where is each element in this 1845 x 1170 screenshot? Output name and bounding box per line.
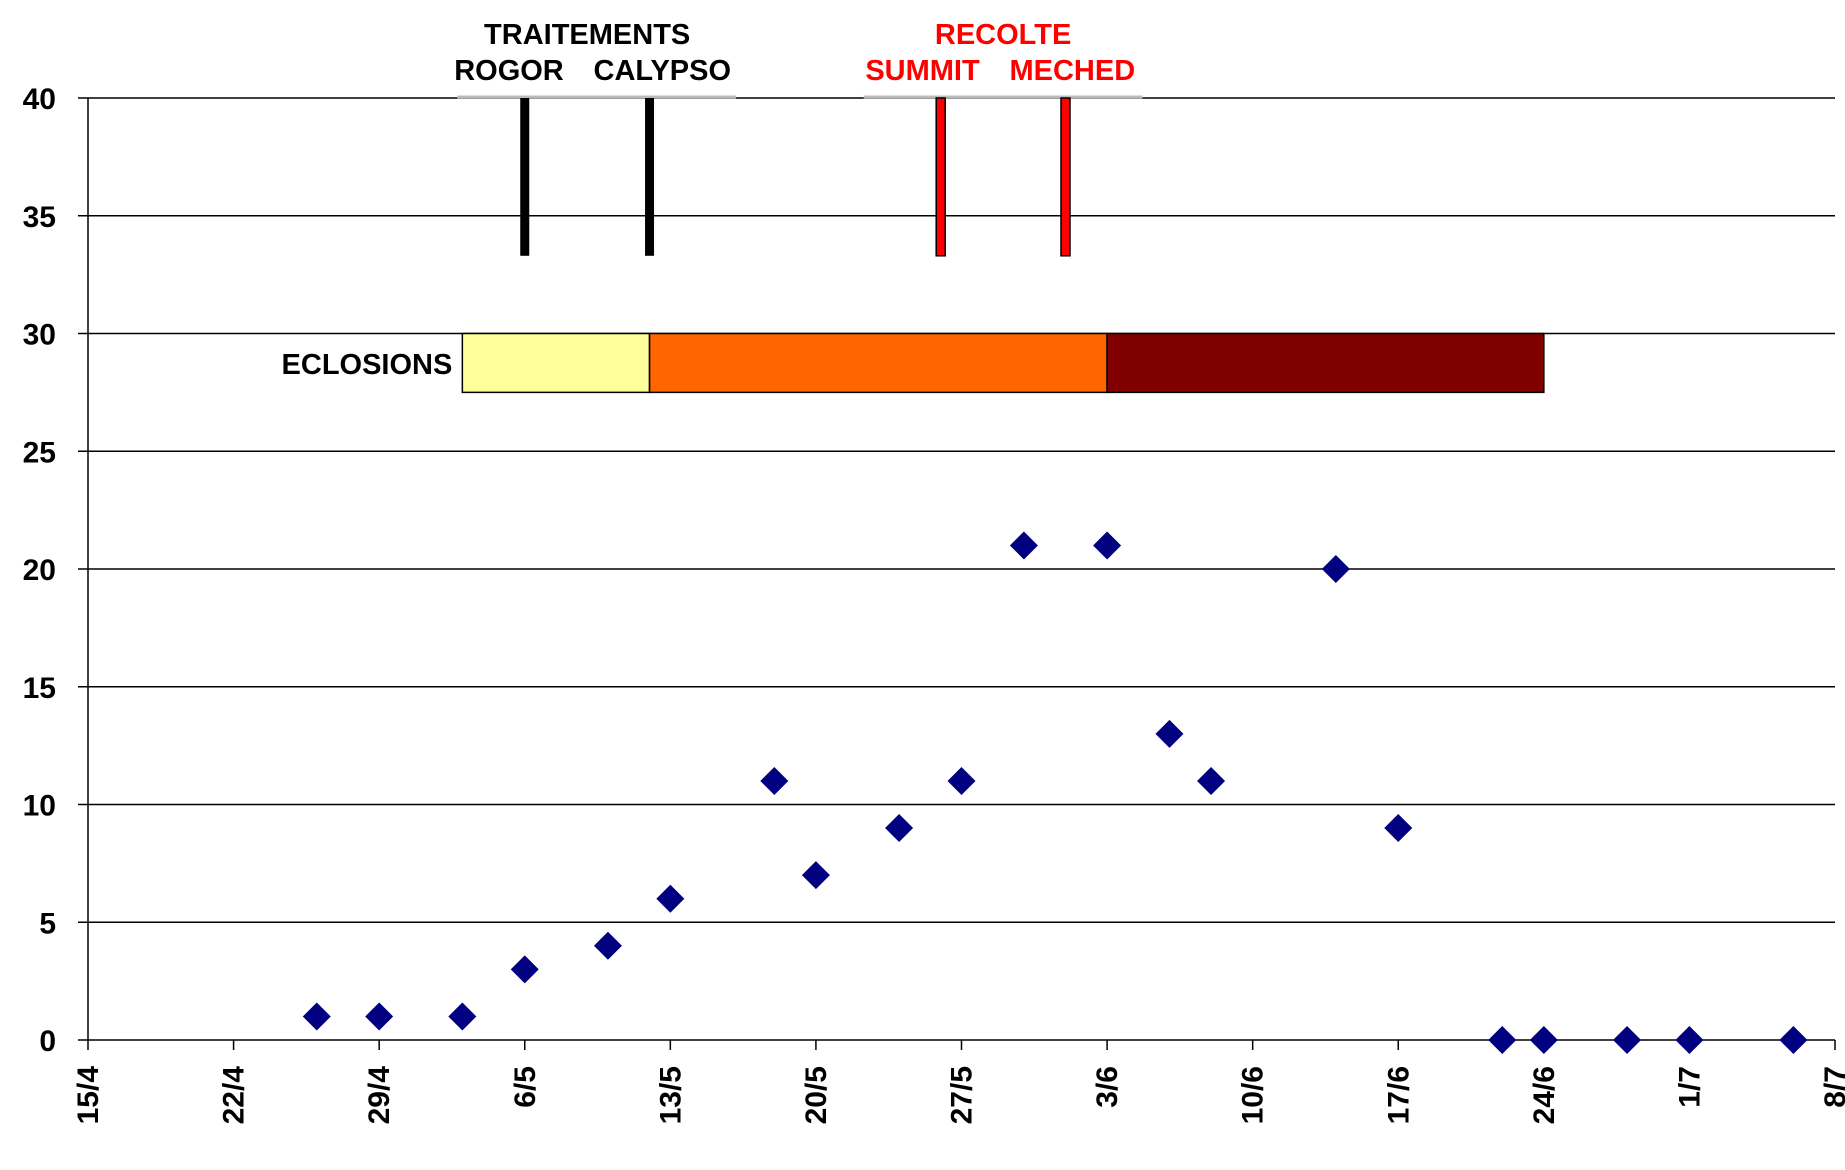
- y-tick-label: 20: [23, 554, 56, 587]
- x-tick-label: 8/7: [1819, 1066, 1845, 1108]
- harvest-title: RECOLTE: [935, 19, 1071, 51]
- data-point-21: [1779, 1026, 1808, 1054]
- eclosions-segment-2: [648, 332, 1108, 394]
- treatments-event-label: CALYPSO: [594, 55, 732, 87]
- harvest-line-meched: [1060, 97, 1071, 257]
- data-point-1: [302, 1002, 331, 1031]
- data-point-18: [1529, 1026, 1558, 1054]
- data-point-9: [885, 814, 914, 843]
- data-point-13: [1155, 719, 1184, 748]
- eclosions-label: ECLOSIONS: [282, 349, 453, 381]
- data-point-17: [1488, 1026, 1517, 1054]
- x-tick-label: 29/4: [363, 1066, 396, 1125]
- x-tick-label: 10/6: [1237, 1066, 1270, 1124]
- data-point-19: [1613, 1026, 1642, 1054]
- x-tick-label: 27/5: [946, 1066, 979, 1124]
- data-point-3: [448, 1002, 477, 1031]
- data-point-7: [760, 766, 789, 795]
- x-tick-label: 15/4: [72, 1066, 105, 1125]
- y-tick-label: 10: [23, 790, 56, 823]
- x-tick-label: 6/5: [509, 1066, 542, 1108]
- harvest-event-label: SUMMIT: [865, 55, 980, 87]
- y-tick-label: 5: [39, 907, 56, 940]
- data-points: [302, 531, 1808, 1054]
- treatments-line-calypso: [645, 98, 655, 256]
- x-tick-label: 13/5: [654, 1066, 687, 1124]
- axes: [78, 97, 1836, 1050]
- x-tick-label: 24/6: [1528, 1066, 1561, 1124]
- event-annotations: ROGOR CALYPSO TRAITEMENTS SUMMIT MECHED RECOL…: [454, 19, 1143, 257]
- harvest-line-summit: [935, 97, 946, 257]
- x-tick-label: 3/6: [1091, 1066, 1124, 1108]
- data-point-15: [1321, 555, 1350, 583]
- treatments-title: TRAITEMENTS: [484, 19, 690, 51]
- x-tick-labels: 15/4 22/4 29/4 6/5 13/5 20/5 27/5 3/6 10/6 17/6 24…: [72, 1066, 1845, 1125]
- data-point-5: [593, 931, 622, 960]
- x-tick-label: 20/5: [800, 1066, 833, 1124]
- data-point-2: [365, 1002, 394, 1031]
- y-tick-label: 30: [23, 319, 56, 352]
- data-point-4: [510, 955, 539, 984]
- x-tick-label: 22/4: [218, 1066, 251, 1125]
- y-tick-label: 25: [23, 436, 56, 469]
- data-point-20: [1675, 1026, 1704, 1054]
- y-tick-labels: 0 5 10 15 20 25 30 35 40: [23, 83, 56, 1058]
- eclosions-bar: ECLOSIONS: [282, 332, 1545, 394]
- treatments-event-label: ROGOR: [454, 55, 564, 87]
- eclosions-segment-3: [1106, 332, 1545, 394]
- treatments-line-rogor: [520, 98, 530, 256]
- y-tick-label: 40: [23, 83, 56, 116]
- harvest-event-label: MECHED: [1009, 55, 1135, 87]
- gridlines: [88, 97, 1835, 923]
- eclosions-segment-1: [461, 332, 651, 394]
- y-tick-label: 15: [23, 672, 56, 705]
- data-point-11: [1009, 531, 1038, 560]
- data-point-12: [1093, 531, 1122, 560]
- data-point-8: [801, 861, 830, 890]
- data-point-6: [656, 884, 685, 913]
- data-point-14: [1197, 766, 1226, 795]
- y-tick-label: 0: [39, 1025, 56, 1058]
- data-point-10: [947, 766, 976, 795]
- x-tick-label: 1/7: [1673, 1066, 1706, 1108]
- x-tick-label: 17/6: [1382, 1066, 1415, 1124]
- data-point-16: [1384, 814, 1413, 843]
- y-tick-label: 35: [23, 201, 56, 234]
